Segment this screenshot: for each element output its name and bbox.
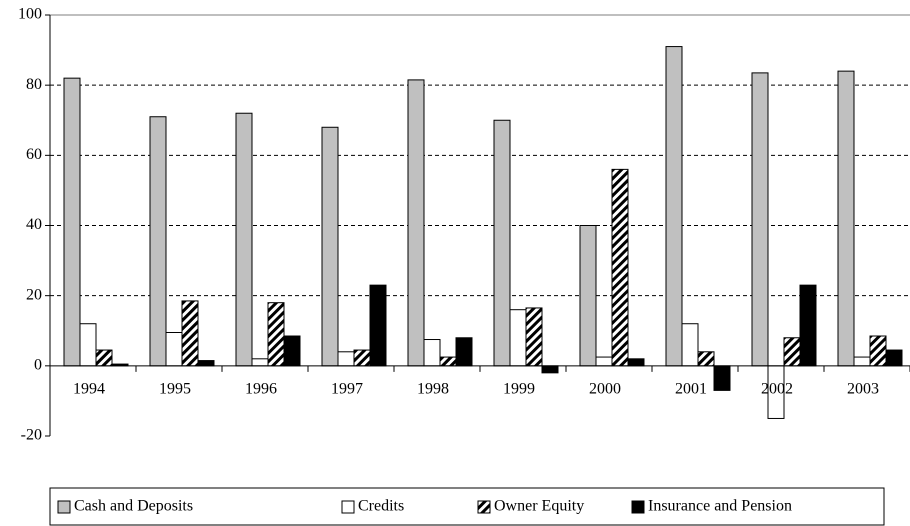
- bar: [455, 337, 473, 367]
- bar: [79, 323, 97, 367]
- legend-swatch: [477, 500, 491, 514]
- bar: [611, 168, 629, 367]
- bar: [751, 72, 769, 367]
- y-tick-label: 20: [26, 286, 42, 303]
- legend-swatch: [341, 500, 355, 514]
- legend-box: [49, 487, 885, 526]
- bar: [283, 335, 301, 367]
- bar: [165, 332, 183, 367]
- bar: [869, 335, 887, 367]
- y-tick-label: 0: [34, 357, 42, 374]
- bar: [353, 349, 371, 367]
- x-tick-label: 1997: [331, 381, 363, 398]
- bar: [369, 284, 387, 367]
- bar: [627, 358, 645, 367]
- x-tick-label: 1994: [73, 381, 105, 398]
- legend-label: Owner Equity: [494, 498, 584, 515]
- bar: [837, 70, 855, 367]
- y-tick-label: -20: [21, 427, 42, 444]
- bar: [525, 307, 543, 367]
- x-tick-label: 1999: [503, 381, 535, 398]
- x-tick-label: 2001: [675, 381, 707, 398]
- bar: [439, 356, 457, 367]
- x-tick-label: 1998: [417, 381, 449, 398]
- bar: [235, 112, 253, 367]
- legend-label: Credits: [358, 498, 404, 515]
- bar: [697, 351, 715, 367]
- bar: [493, 119, 511, 367]
- x-tick-label: 2002: [761, 381, 793, 398]
- bar: [95, 349, 113, 367]
- legend-swatch: [631, 500, 645, 514]
- bar: [665, 46, 683, 367]
- bar: [579, 225, 597, 367]
- bar: [541, 365, 559, 374]
- y-tick-label: 80: [26, 76, 42, 93]
- bar: [337, 351, 355, 367]
- legend-label: Cash and Deposits: [74, 498, 193, 515]
- bar: [149, 116, 167, 367]
- bar: [321, 126, 339, 367]
- x-tick-label: 2000: [589, 381, 621, 398]
- bar: [267, 302, 285, 367]
- y-tick-label: 100: [18, 6, 42, 23]
- bar: [181, 300, 199, 367]
- y-tick-label: 40: [26, 216, 42, 233]
- bar: [509, 309, 527, 367]
- legend-swatch: [57, 500, 71, 514]
- bar: [407, 79, 425, 367]
- bar: [885, 349, 903, 367]
- bar: [681, 323, 699, 367]
- y-tick-label: 60: [26, 146, 42, 163]
- x-tick-label: 1995: [159, 381, 191, 398]
- bar: [799, 284, 817, 367]
- bar: [251, 358, 269, 367]
- bar: [423, 339, 441, 367]
- bar: [853, 356, 871, 367]
- bar: [197, 360, 215, 367]
- bar: [595, 356, 613, 367]
- bar: [63, 77, 81, 367]
- x-tick-label: 1996: [245, 381, 277, 398]
- bar: [713, 365, 731, 391]
- x-tick-label: 2003: [847, 381, 879, 398]
- legend-label: Insurance and Pension: [648, 498, 792, 515]
- bar: [783, 337, 801, 367]
